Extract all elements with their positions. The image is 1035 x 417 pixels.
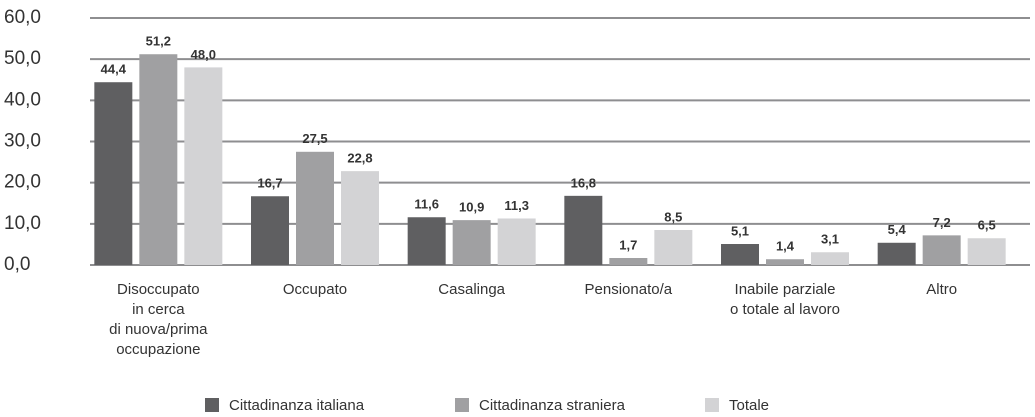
bar bbox=[654, 230, 693, 265]
bar bbox=[811, 252, 849, 265]
value-label: 10,9 bbox=[459, 200, 484, 215]
value-label: 44,4 bbox=[101, 62, 127, 77]
y-tick-label: 10,0 bbox=[4, 213, 41, 234]
bar bbox=[766, 259, 804, 265]
value-label: 48,0 bbox=[191, 47, 216, 62]
x-tick-label: Disoccupato in cerca di nuova/prima occupaz… bbox=[109, 281, 208, 358]
bar bbox=[877, 242, 916, 265]
x-tick-label: Inabile parziale o totale al lavoro bbox=[730, 281, 840, 318]
bar bbox=[94, 82, 133, 265]
bar bbox=[341, 171, 379, 265]
y-tick-label: 60,0 bbox=[4, 7, 41, 28]
value-label: 5,1 bbox=[731, 223, 749, 238]
value-label: 27,5 bbox=[302, 131, 327, 146]
bar bbox=[564, 195, 603, 265]
value-label: 22,8 bbox=[347, 151, 372, 166]
value-label: 1,4 bbox=[776, 239, 795, 254]
legend-swatch bbox=[205, 398, 219, 412]
x-tick-label: Occupato bbox=[283, 281, 347, 298]
y-tick-label: 50,0 bbox=[4, 48, 41, 69]
value-label: 11,3 bbox=[504, 198, 529, 213]
bar bbox=[452, 220, 491, 265]
bar bbox=[721, 244, 759, 265]
bar bbox=[184, 67, 223, 266]
x-tick-label: Casalinga bbox=[438, 281, 505, 298]
bar bbox=[139, 54, 178, 265]
bar bbox=[251, 196, 289, 265]
y-tick-label: 40,0 bbox=[4, 89, 41, 110]
legend-label: Cittadinanza straniera bbox=[479, 397, 626, 414]
x-tick-label: Pensionato/a bbox=[585, 281, 673, 298]
bar bbox=[407, 217, 446, 265]
legend-label: Cittadinanza italiana bbox=[229, 397, 365, 414]
value-label: 8,5 bbox=[664, 209, 682, 224]
bar bbox=[609, 258, 648, 265]
value-label: 11,6 bbox=[414, 197, 439, 212]
legend-swatch bbox=[705, 398, 719, 412]
legend-label: Totale bbox=[729, 397, 769, 414]
value-label: 7,2 bbox=[933, 215, 951, 230]
value-label: 16,8 bbox=[571, 175, 596, 190]
value-label: 16,7 bbox=[257, 176, 282, 191]
x-tick-label: Altro bbox=[926, 281, 957, 298]
bar bbox=[296, 151, 334, 265]
legend-swatch bbox=[455, 398, 469, 412]
bar bbox=[967, 238, 1006, 265]
value-label: 51,2 bbox=[146, 34, 171, 49]
bar bbox=[497, 218, 536, 265]
y-tick-label: 0,0 bbox=[4, 254, 30, 275]
value-label: 3,1 bbox=[821, 232, 839, 247]
y-tick-label: 30,0 bbox=[4, 131, 41, 152]
value-label: 6,5 bbox=[978, 218, 996, 233]
bar bbox=[922, 235, 961, 265]
y-tick-label: 20,0 bbox=[4, 172, 41, 193]
value-label: 1,7 bbox=[619, 237, 637, 252]
value-label: 5,4 bbox=[888, 222, 907, 237]
